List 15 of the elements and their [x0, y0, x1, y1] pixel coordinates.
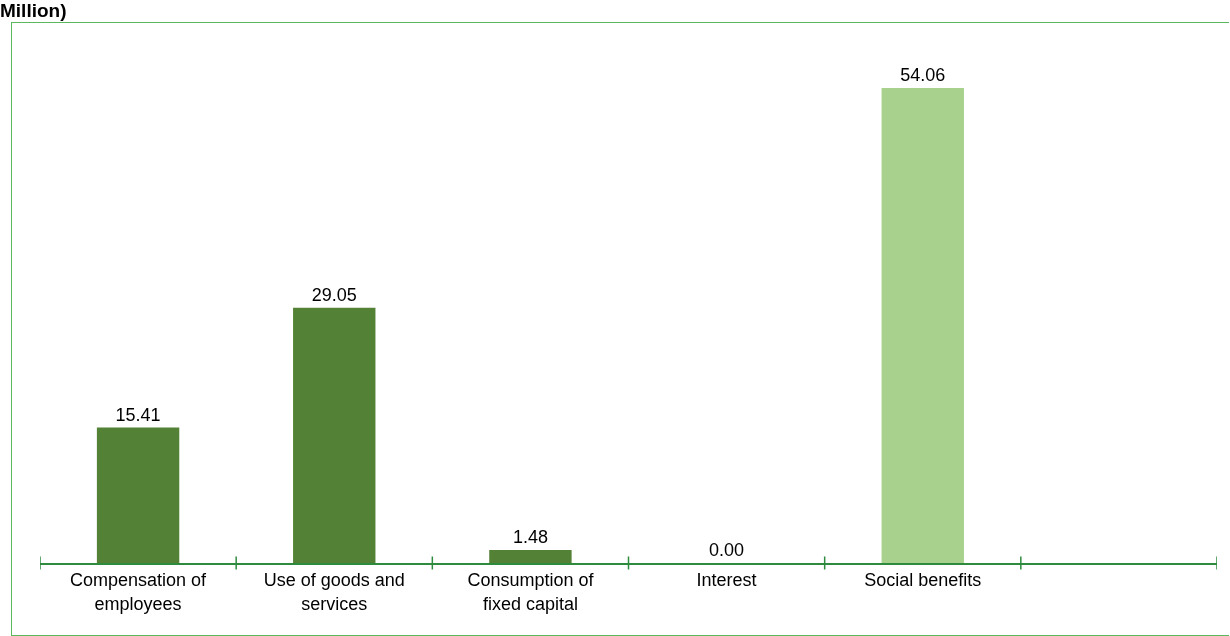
- data-label: 29.05: [311, 284, 357, 305]
- x-tick-label: Compensation of employees: [70, 570, 208, 614]
- x-tick-label: Social benefits: [864, 570, 982, 591]
- bar: [293, 307, 376, 563]
- chart-title: Million): [0, 0, 67, 22]
- bar: [489, 550, 572, 563]
- x-tick-label: Interest: [696, 570, 757, 591]
- bar: [881, 88, 964, 563]
- x-tick-label: Consumption of fixed capital: [467, 570, 595, 614]
- x-tick-label: Use of goods and services: [263, 570, 405, 614]
- data-label: 1.48: [512, 527, 548, 547]
- data-label: 0.00: [709, 540, 745, 560]
- data-label: 15.41: [115, 404, 161, 425]
- data-label: 54.06: [900, 65, 946, 85]
- bar: [96, 427, 180, 563]
